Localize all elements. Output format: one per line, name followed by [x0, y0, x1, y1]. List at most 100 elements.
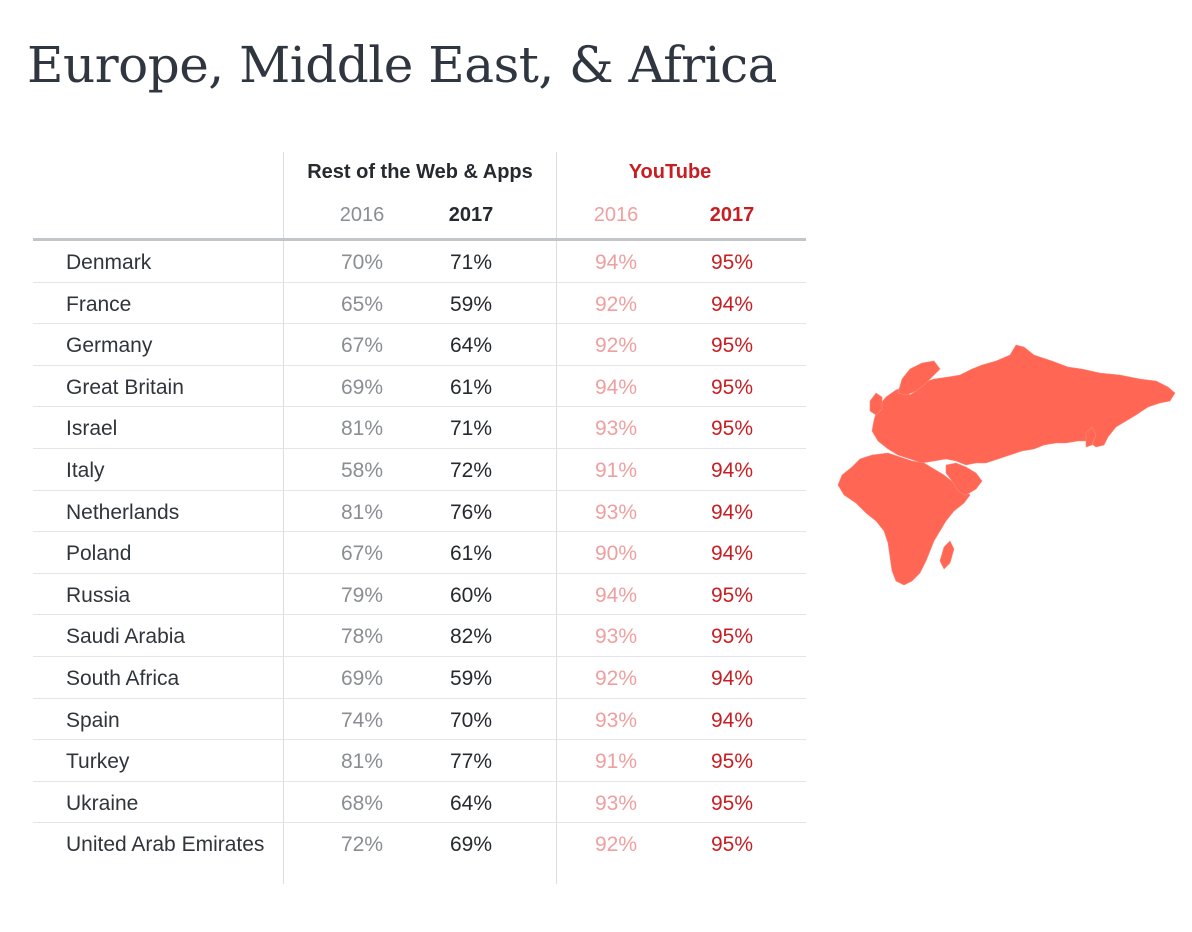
cell-youtube-2016: 92% — [594, 292, 638, 316]
cell-youtube-2017: 95% — [710, 251, 754, 274]
table-row: Great Britain 69% 61% 94% 95% — [33, 366, 806, 408]
cell-web-2016: 68% — [340, 791, 384, 815]
page-title: Europe, Middle East, & Africa — [27, 36, 777, 94]
emea-map-shapes — [837, 344, 1176, 586]
cell-web-2016: 74% — [340, 708, 384, 732]
cell-youtube-2017: 95% — [710, 583, 754, 607]
data-table: Rest of the Web & Apps YouTube 2016 2017… — [33, 152, 806, 884]
madagascar-shape — [939, 540, 955, 570]
cell-youtube-2017: 95% — [710, 334, 754, 358]
cell-web-2017: 64% — [449, 334, 493, 358]
column-divider-web — [283, 152, 284, 884]
cell-youtube-2017: 94% — [710, 500, 754, 524]
cell-youtube-2016: 93% — [594, 500, 638, 524]
cell-youtube-2017: 94% — [710, 458, 754, 482]
cell-country: South Africa — [66, 666, 180, 690]
cell-web-2016: 78% — [340, 625, 384, 649]
cell-youtube-2017: 95% — [710, 791, 754, 815]
cell-youtube-2017: 95% — [710, 417, 754, 441]
cell-country: Italy — [66, 458, 105, 482]
table-row: Denmark 70% 71% 94% 95% — [33, 241, 806, 283]
cell-web-2016: 70% — [340, 251, 384, 274]
cell-country: Spain — [66, 708, 120, 732]
cell-web-2016: 81% — [340, 750, 384, 774]
cell-web-2017: 76% — [449, 500, 493, 524]
cell-country: Turkey — [66, 750, 130, 774]
cell-youtube-2016: 94% — [594, 375, 638, 399]
cell-youtube-2017: 95% — [710, 750, 754, 774]
cell-web-2016: 72% — [340, 833, 384, 857]
cell-youtube-2016: 94% — [594, 583, 638, 607]
cell-web-2017: 70% — [449, 708, 493, 732]
cell-web-2016: 79% — [340, 583, 384, 607]
table-row: Russia 79% 60% 94% 95% — [33, 574, 806, 616]
group-header-youtube: YouTube — [628, 161, 712, 183]
table-row: France 65% 59% 92% 94% — [33, 283, 806, 325]
arabia-shape — [945, 462, 983, 496]
cell-country: Denmark — [66, 251, 152, 274]
japan-shape — [1085, 426, 1097, 448]
cell-youtube-2017: 95% — [710, 375, 754, 399]
table-row: Poland 67% 61% 90% 94% — [33, 532, 806, 574]
cell-web-2017: 64% — [449, 791, 493, 815]
group-header-web-apps: Rest of the Web & Apps — [307, 161, 533, 183]
cell-youtube-2016: 93% — [594, 791, 638, 815]
cell-youtube-2016: 94% — [594, 251, 638, 274]
cell-youtube-2016: 92% — [594, 666, 638, 690]
cell-web-2017: 82% — [449, 625, 493, 649]
cell-web-2017: 61% — [449, 375, 493, 399]
cell-web-2017: 69% — [449, 833, 493, 857]
year-header-youtube-2016: 2016 — [593, 204, 639, 226]
cell-country: Poland — [66, 542, 132, 566]
table-row: Germany 67% 64% 92% 95% — [33, 324, 806, 366]
cell-youtube-2017: 94% — [710, 666, 754, 690]
cell-country: United Arab Emirates — [66, 833, 265, 857]
cell-youtube-2017: 95% — [710, 625, 754, 649]
cell-web-2017: 77% — [449, 750, 493, 774]
cell-youtube-2016: 93% — [594, 417, 638, 441]
cell-youtube-2017: 94% — [710, 292, 754, 316]
table-row: Turkey 81% 77% 91% 95% — [33, 740, 806, 782]
table-row: Italy 58% 72% 91% 94% — [33, 449, 806, 491]
eurasia-shape — [871, 344, 1176, 466]
cell-youtube-2016: 92% — [594, 833, 638, 857]
cell-web-2016: 81% — [340, 417, 384, 441]
cell-country: Saudi Arabia — [66, 625, 186, 649]
table-row: Saudi Arabia 78% 82% 93% 95% — [33, 615, 806, 657]
table-row: Israel 81% 71% 93% 95% — [33, 407, 806, 449]
cell-youtube-2016: 91% — [594, 750, 638, 774]
table-row: South Africa 69% 59% 92% 94% — [33, 657, 806, 699]
table-body: Denmark 70% 71% 94% 95% France 65% 59% 92% 94% Ger… — [33, 241, 806, 864]
cell-youtube-2017: 94% — [710, 542, 754, 566]
table-row: Ukraine 68% 64% 93% 95% — [33, 782, 806, 824]
cell-web-2016: 67% — [340, 334, 384, 358]
table-row: Netherlands 81% 76% 93% 94% — [33, 491, 806, 533]
cell-youtube-2017: 95% — [710, 833, 754, 857]
year-header-web-2017: 2017 — [448, 204, 494, 226]
table-row: Spain 74% 70% 93% 94% — [33, 699, 806, 741]
great-britain-shape — [869, 392, 883, 416]
cell-country: Ukraine — [66, 791, 139, 815]
year-header-web-2016: 2016 — [339, 204, 385, 226]
cell-country: Israel — [66, 417, 118, 441]
cell-country: Great Britain — [66, 375, 184, 399]
cell-web-2016: 69% — [340, 666, 384, 690]
cell-web-2017: 59% — [449, 666, 493, 690]
cell-youtube-2016: 91% — [594, 458, 638, 482]
header-rule — [33, 238, 806, 241]
cell-web-2017: 59% — [449, 292, 493, 316]
cell-youtube-2017: 94% — [710, 708, 754, 732]
cell-web-2016: 81% — [340, 500, 384, 524]
cell-youtube-2016: 93% — [594, 708, 638, 732]
africa-shape — [837, 452, 971, 586]
table-row: United Arab Emirates 72% 69% 92% 95% — [33, 823, 806, 864]
cell-country: Netherlands — [66, 500, 180, 524]
cell-web-2017: 60% — [449, 583, 493, 607]
cell-web-2016: 58% — [340, 458, 384, 482]
emea-map — [837, 344, 1176, 586]
cell-web-2016: 65% — [340, 292, 384, 316]
cell-web-2016: 67% — [340, 542, 384, 566]
year-header-youtube-2017: 2017 — [709, 204, 755, 226]
cell-web-2017: 71% — [449, 417, 493, 441]
column-divider-youtube — [556, 152, 557, 884]
